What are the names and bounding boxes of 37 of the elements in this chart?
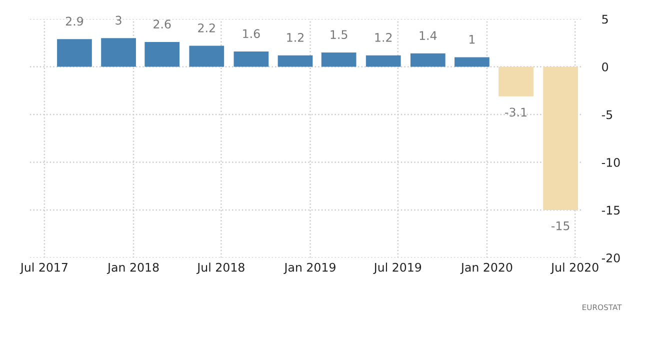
bar [321, 52, 356, 67]
bar [234, 52, 269, 67]
data-label: 1.6 [243, 29, 260, 38]
y-tick-label: -10 [602, 158, 620, 167]
y-tick-label: 5 [602, 14, 608, 24]
x-tick-label: Jan 2018 [106, 262, 159, 274]
x-tick-label: Jan 2020 [460, 262, 512, 274]
x-tick-label: Jul 2018 [196, 262, 244, 274]
data-label: -15 [552, 221, 570, 230]
x-tick-label: Jan 2019 [284, 262, 336, 274]
data-label: 2.6 [154, 20, 171, 29]
y-tick-label: -20 [602, 253, 620, 262]
data-label: 1.5 [330, 30, 348, 40]
bar [278, 55, 313, 67]
data-label: 1.2 [375, 32, 392, 42]
bar [454, 57, 490, 67]
bar [189, 46, 224, 67]
bar [57, 39, 92, 67]
data-label: -3.1 [505, 108, 526, 117]
x-tick-label: Jul 2017 [20, 262, 68, 274]
y-tick-label: -5 [602, 110, 612, 120]
y-tick-label: -15 [602, 206, 620, 215]
x-tick-label: Jul 2019 [373, 262, 422, 274]
bar [101, 38, 136, 67]
y-tick-label: 0 [602, 62, 608, 72]
data-label: 2.2 [198, 23, 215, 32]
data-label: 2.9 [66, 16, 84, 26]
data-label: 3 [116, 16, 122, 25]
x-tick-label: Jul 2020 [550, 262, 598, 274]
data-label: 1.2 [287, 32, 304, 42]
bar [410, 53, 446, 67]
bar [366, 55, 401, 67]
bar [144, 42, 180, 67]
data-label: 1.4 [420, 31, 437, 40]
bar [543, 66, 578, 210]
bar [498, 66, 534, 96]
data-label: 1 [470, 35, 475, 44]
